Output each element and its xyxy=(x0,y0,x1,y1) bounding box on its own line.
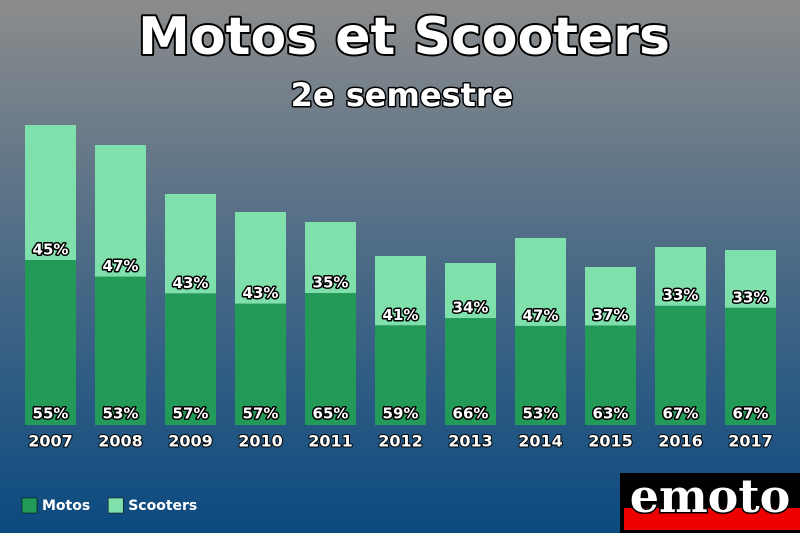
x-tick-label: 2015 xyxy=(588,432,633,451)
bar-segment xyxy=(725,250,776,308)
bar-segment xyxy=(515,325,566,425)
value-label: 53% xyxy=(523,405,559,423)
bar-segment xyxy=(585,267,636,326)
bar-segment xyxy=(305,222,356,294)
value-label: 53% xyxy=(103,405,139,423)
bar-segment xyxy=(165,293,216,425)
logo: emoto xyxy=(620,468,800,533)
legend-swatch xyxy=(107,497,124,514)
logo-red xyxy=(624,508,800,530)
chart-title: Motos et Scooters xyxy=(138,7,670,67)
bar-segment xyxy=(95,276,146,425)
value-label: 67% xyxy=(733,405,769,423)
bar-segment xyxy=(515,238,566,326)
legend-label: Motos xyxy=(42,498,90,514)
bar-segment xyxy=(235,212,286,304)
value-label: 63% xyxy=(593,405,629,423)
bar-segment xyxy=(655,247,706,306)
value-label: 67% xyxy=(663,405,699,423)
bar-segment xyxy=(725,307,776,425)
bar-segment xyxy=(375,256,426,326)
value-label: 34% xyxy=(453,299,489,317)
logo-text: emoto xyxy=(630,469,791,523)
x-tick-label: 2017 xyxy=(728,432,773,451)
value-label: 43% xyxy=(173,274,209,292)
bar-segment xyxy=(445,263,496,319)
bar-segment xyxy=(95,145,146,277)
value-label: 59% xyxy=(383,405,419,423)
value-label: 57% xyxy=(173,405,209,423)
bar-segment xyxy=(25,260,76,425)
bar-segment xyxy=(585,325,636,425)
x-tick-label: 2009 xyxy=(168,432,213,451)
value-label: 37% xyxy=(593,306,629,324)
x-tick-label: 2012 xyxy=(378,432,423,451)
bar-segment xyxy=(445,318,496,425)
x-tick-label: 2008 xyxy=(98,432,143,451)
value-label: 33% xyxy=(733,288,769,306)
x-tick-label: 2013 xyxy=(448,432,493,451)
bar-segment xyxy=(235,303,286,425)
bar-segment xyxy=(375,325,426,425)
x-tick-label: 2011 xyxy=(308,432,353,451)
value-label: 66% xyxy=(453,405,489,423)
x-tick-label: 2010 xyxy=(238,432,283,451)
value-label: 65% xyxy=(313,405,349,423)
value-label: 47% xyxy=(103,257,139,275)
x-tick-label: 2016 xyxy=(658,432,703,451)
value-label: 43% xyxy=(243,284,279,302)
value-label: 41% xyxy=(383,306,419,324)
bar-segment xyxy=(25,125,76,260)
x-tick-label: 2007 xyxy=(28,432,73,451)
legend-label: Scooters xyxy=(128,498,197,514)
value-label: 57% xyxy=(243,405,279,423)
value-label: 55% xyxy=(33,405,69,423)
bar-segment xyxy=(655,305,706,425)
value-label: 45% xyxy=(33,241,69,259)
value-label: 33% xyxy=(663,286,699,304)
x-tick-label: 2014 xyxy=(518,432,563,451)
value-label: 35% xyxy=(313,274,349,292)
bar-segment xyxy=(305,293,356,425)
value-label: 47% xyxy=(523,306,559,324)
legend-swatch xyxy=(21,497,38,514)
chart-subtitle: 2e semestre xyxy=(291,76,514,114)
bar-segment xyxy=(165,194,216,294)
